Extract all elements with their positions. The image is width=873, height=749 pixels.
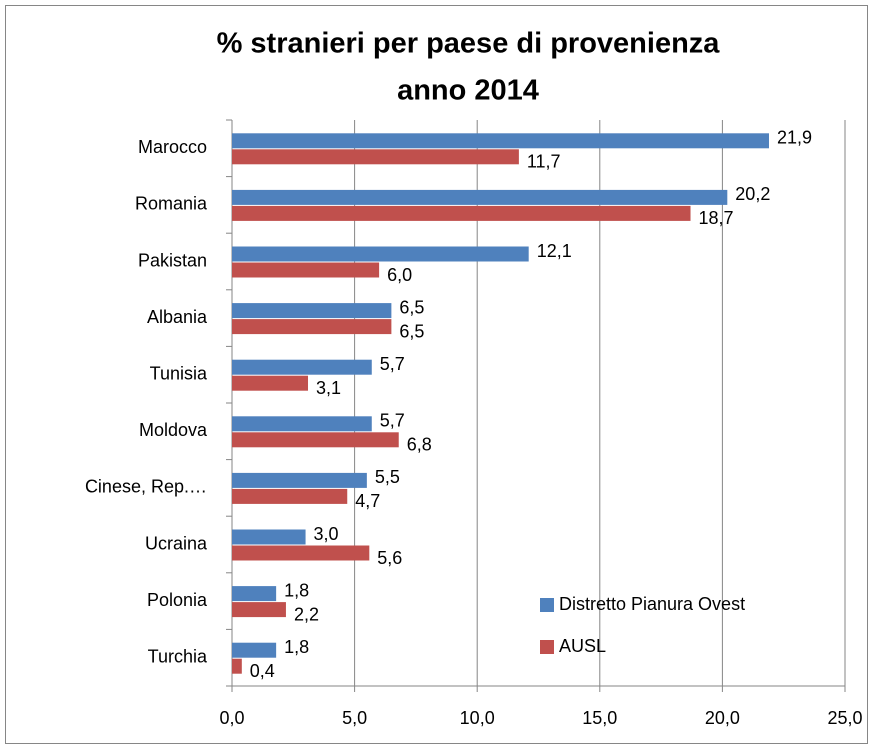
bar	[232, 529, 306, 545]
bar	[232, 658, 242, 674]
value-label: 6,5	[399, 321, 424, 341]
bar	[232, 375, 309, 391]
y-tick-label: Cinese, Rep.…	[85, 477, 207, 497]
bar	[232, 133, 769, 149]
x-tick-label: 0,0	[219, 708, 244, 728]
x-tick-label: 20,0	[705, 708, 740, 728]
bar	[232, 303, 392, 319]
y-tick-label: Ucraina	[145, 533, 208, 553]
y-tick-label: Romania	[135, 194, 208, 214]
chart-subtitle: anno 2014	[397, 75, 539, 107]
value-label: 2,2	[294, 604, 319, 624]
bar	[232, 359, 372, 375]
bar	[232, 488, 348, 504]
chart-frame	[5, 5, 868, 744]
value-label: 5,7	[380, 354, 405, 374]
x-tick-label: 10,0	[460, 708, 495, 728]
y-tick-label: Pakistan	[138, 250, 207, 270]
value-label: 1,8	[284, 637, 309, 657]
x-tick-label: 5,0	[342, 708, 367, 728]
bar	[232, 416, 372, 432]
y-tick-label: Tunisia	[150, 363, 208, 383]
value-label: 3,1	[316, 378, 341, 398]
value-label: 5,7	[380, 411, 405, 431]
legend-label: Distretto Pianura Ovest	[559, 594, 745, 614]
x-tick-label: 25,0	[827, 708, 862, 728]
value-label: 1,8	[284, 580, 309, 600]
value-label: 0,4	[250, 661, 275, 681]
legend-swatch	[540, 640, 554, 654]
bar	[232, 262, 380, 278]
value-label: 4,7	[355, 491, 380, 511]
bar	[232, 472, 367, 488]
y-tick-label: Polonia	[147, 590, 208, 610]
bar	[232, 642, 277, 658]
bar	[232, 149, 519, 165]
bar	[232, 189, 728, 205]
x-tick-label: 15,0	[582, 708, 617, 728]
value-label: 18,7	[699, 208, 734, 228]
chart-title: % stranieri per paese di provenienza	[217, 28, 721, 60]
y-tick-label: Albania	[147, 307, 208, 327]
y-tick-label: Marocco	[138, 137, 207, 157]
value-label: 12,1	[537, 241, 572, 261]
value-label: 6,8	[407, 435, 432, 455]
value-label: 5,5	[375, 467, 400, 487]
bar	[232, 586, 277, 602]
bar	[232, 246, 529, 262]
bar	[232, 602, 286, 618]
legend-swatch	[540, 598, 554, 612]
bar	[232, 432, 399, 448]
bar	[232, 319, 392, 335]
value-label: 21,9	[777, 128, 812, 148]
value-label: 5,6	[377, 548, 402, 568]
value-label: 6,0	[387, 265, 412, 285]
legend-label: AUSL	[559, 636, 606, 656]
value-label: 11,7	[527, 152, 561, 172]
value-label: 6,5	[399, 297, 424, 317]
bar	[232, 545, 370, 561]
value-label: 3,0	[314, 524, 339, 544]
y-tick-label: Moldova	[139, 420, 208, 440]
value-label: 20,2	[735, 184, 770, 204]
y-tick-label: Turchia	[148, 646, 208, 666]
bar	[232, 205, 691, 221]
